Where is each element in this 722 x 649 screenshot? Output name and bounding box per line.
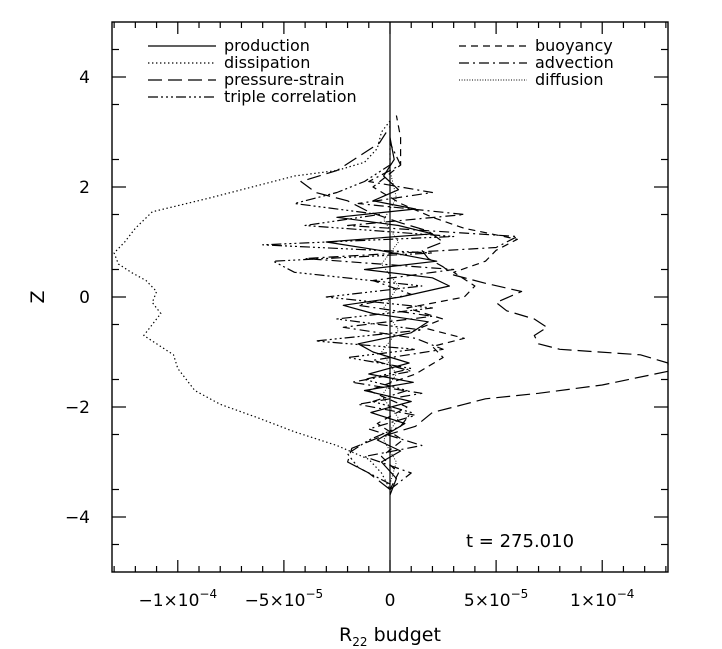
legend: productiondissipationpressure-straintrip… [148, 36, 614, 106]
y-tick-label: 2 [79, 178, 90, 198]
x-tick-label: 0 [385, 591, 396, 611]
x-tick-label: −5×10−5 [245, 587, 324, 611]
x-axis-title-symbol: R [339, 624, 352, 646]
y-tick-label: 4 [79, 68, 90, 88]
x-axis-title-subscript: 22 [352, 635, 367, 649]
series-line-pressure-strain [300, 126, 669, 490]
x-axis-title-suffix: budget [368, 624, 441, 646]
y-tick-label: −4 [65, 508, 90, 528]
series-lines [113, 115, 669, 496]
series-line-buoyancy [368, 115, 518, 490]
legend-label: triple correlation [224, 87, 357, 106]
legend-label: diffusion [535, 70, 603, 89]
x-tick-label: 1×10−4 [570, 587, 634, 611]
series-line-advection [304, 142, 518, 490]
time-annotation: t = 275.010 [466, 531, 574, 552]
legend-label: dissipation [224, 53, 310, 72]
series-line-dissipation [113, 120, 391, 490]
legend-label: production [224, 36, 310, 55]
y-tick-label: −2 [65, 398, 90, 418]
legend-label: pressure-strain [224, 70, 344, 89]
x-tick-label: 5×10−5 [464, 587, 528, 611]
x-axis-title: R22 budget [339, 624, 441, 649]
x-tick-label: −1×10−4 [138, 587, 217, 611]
series-line-production [325, 121, 450, 496]
axis-ticks: −1×10−4 −5×10−5 0 5×10−5 1×10−4 −4 −2 0 2 4 [65, 22, 668, 611]
y-tick-label: 0 [79, 288, 90, 308]
legend-label: advection [535, 53, 614, 72]
legend-label: buoyancy [535, 36, 613, 55]
y-axis-title: Z [27, 290, 49, 303]
series-line-triple-correlation [262, 137, 455, 485]
